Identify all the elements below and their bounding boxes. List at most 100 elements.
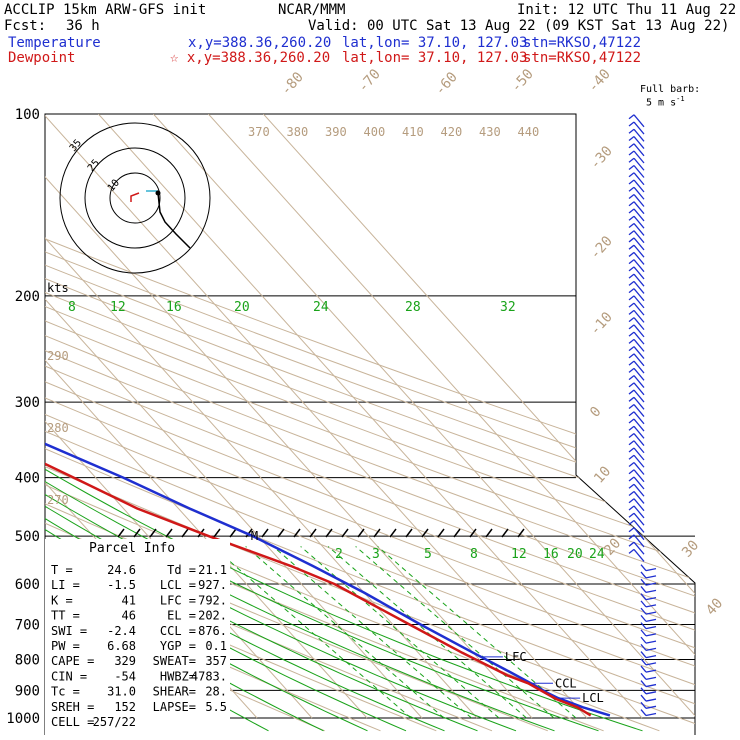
wind-barb-flag	[628, 331, 635, 337]
wind-barb-staff	[633, 215, 645, 229]
wind-barb-flag	[628, 121, 635, 127]
wind-barb-staff	[645, 654, 657, 659]
wind-barb-flag	[628, 454, 635, 460]
dry-adiabat-line	[45, 114, 695, 732]
wind-barb-flag	[628, 179, 635, 185]
isotherm-label: -60	[432, 69, 461, 99]
wind-barb-staff	[633, 331, 645, 345]
wind-barb-staff	[633, 179, 645, 193]
wind-barb-flag	[628, 266, 635, 272]
wind-barb-staff	[645, 676, 657, 680]
theta-label: 400	[364, 125, 386, 139]
wind-barb-flag	[628, 360, 635, 366]
wind-barb-staff	[645, 647, 657, 651]
parcel-param-value: 202.	[198, 609, 227, 623]
pressure-tick-800: 800	[15, 652, 40, 668]
isotherm-label: -50	[508, 66, 537, 96]
wind-barb-flag	[628, 230, 635, 236]
wind-barb-staff	[633, 491, 645, 504]
profile-lines	[45, 114, 611, 717]
wind-barb-flag	[628, 382, 635, 388]
parcel-param-value: 257/22	[93, 715, 136, 729]
theta-label: 440	[518, 125, 540, 139]
parcel-param-value: 31.0	[107, 685, 136, 699]
parcel-param-value: 0.1	[205, 639, 227, 653]
wind-barb-flag	[640, 614, 647, 622]
wind-barb-staff	[633, 280, 645, 294]
wind-barb-flag	[628, 519, 635, 525]
wind-barb-staff	[633, 389, 645, 403]
hatch-mark	[389, 528, 397, 538]
mixing-ratio-line	[272, 546, 472, 719]
wind-barb-staff	[645, 712, 657, 717]
wind-barb-staff	[633, 223, 645, 236]
fcst-value: 36 h	[66, 18, 100, 34]
wind-barb-flag	[628, 280, 635, 286]
mixing-ratio-label: 8	[68, 300, 76, 315]
parcel-param-label: CIN =	[51, 669, 87, 683]
wind-barb-flag	[628, 215, 635, 221]
dry-adiabat-line	[45, 114, 695, 732]
wind-barb-flag	[628, 375, 635, 381]
parcel-param-value: 21.1	[198, 563, 227, 577]
wind-barb-staff	[633, 230, 645, 244]
hatch-mark	[405, 528, 413, 538]
parcel-param-label: LAPSE=	[153, 700, 196, 714]
moist-adiabat-line	[45, 295, 599, 732]
fcst-label: Fcst:	[4, 18, 47, 34]
isotherm-label: -10	[587, 309, 616, 339]
mixing-ratio-label: 12	[511, 547, 527, 562]
model-title: ACCLIP 15km ARW-GFS init	[4, 2, 207, 18]
wind-barbs	[628, 114, 657, 717]
wind-barb-staff	[645, 589, 657, 594]
parcel-param-value: 4783.	[191, 669, 227, 683]
wind-barb-staff	[645, 640, 657, 644]
wind-barb-flag	[628, 418, 635, 424]
wind-barb-staff	[645, 698, 657, 702]
parcel-param-value: 329	[114, 654, 136, 668]
wind-barb-flag	[640, 607, 647, 615]
dewpoint-profile	[45, 114, 592, 717]
wind-barb-staff	[633, 165, 645, 178]
wind-barb-staff	[633, 527, 645, 541]
wind-barb-flag	[640, 636, 647, 644]
wind-barb-staff	[633, 288, 645, 302]
wind-barb-staff	[645, 604, 657, 608]
parcel-param-label: Tc =	[51, 685, 80, 699]
wind-barb-staff	[633, 418, 645, 432]
dry-adiabat-line	[45, 114, 695, 732]
parcel-info-bg	[45, 539, 230, 735]
pressure-tick-500: 500	[15, 529, 40, 545]
isotherm-label: 30	[679, 537, 702, 560]
wind-barb-flag	[628, 136, 635, 142]
hatch-mark	[165, 528, 173, 538]
wind-barb-flag	[640, 622, 647, 630]
wind-barb-flag	[628, 317, 635, 323]
dry-adiabat-line	[45, 114, 695, 732]
parcel-param-value: 927.	[198, 578, 227, 592]
parcel-param-value: 152	[114, 700, 136, 714]
wind-barb-flag	[628, 425, 635, 431]
wind-barb-flag	[628, 251, 635, 257]
mixing-ratio-label: 32	[500, 300, 516, 315]
parcel-info-box: Parcel Info T = 24.6 Td = 21.1 LI = -1.5 LCL = 9…	[45, 539, 230, 735]
wind-barb-flag	[628, 150, 635, 156]
wind-barb-flag	[628, 548, 635, 554]
wind-barb-staff	[633, 549, 645, 562]
hatch-mark	[261, 528, 269, 538]
dry-adiabat-line	[45, 114, 695, 732]
wind-barb-flag	[628, 527, 635, 533]
wind-barb-flag	[628, 237, 635, 243]
wind-barb-staff	[645, 575, 657, 579]
hatch-mark	[357, 528, 365, 538]
wind-barb-staff	[645, 625, 657, 630]
hodo-storm-motion	[155, 190, 161, 196]
temperature-stn: stn=RKSO,47122	[523, 35, 642, 51]
wind-barb-staff	[633, 469, 645, 483]
wind-barb-staff	[645, 662, 657, 666]
hodo-ring-label: 35	[68, 138, 84, 154]
wind-barb-flag	[628, 259, 635, 265]
wind-barb-flag	[628, 222, 635, 228]
hodo-ring-label: 10	[106, 178, 122, 194]
dry-adiabat-line	[45, 114, 660, 732]
